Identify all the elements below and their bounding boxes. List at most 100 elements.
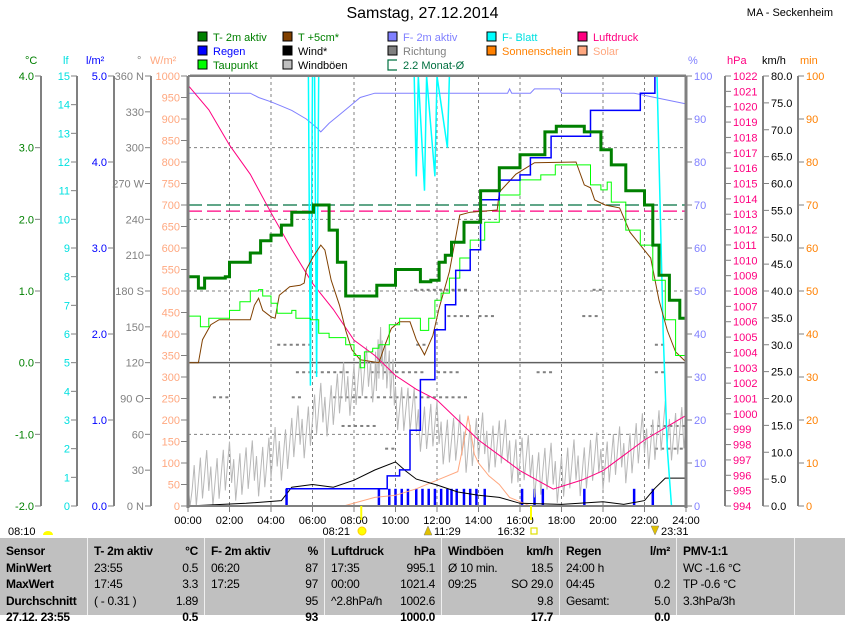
direction-dot — [291, 396, 295, 399]
direction-dot — [420, 371, 424, 374]
axis-tick-label: 55.0 — [771, 205, 792, 217]
axis-tick-label: 1.0 — [92, 415, 107, 427]
direction-dot — [679, 447, 683, 450]
row-label: MaxWert — [6, 577, 54, 591]
axis-tick-label: 995 — [733, 486, 751, 498]
axis-tick-label: 1018 — [733, 132, 757, 144]
station-location: MA - Seckenheim — [746, 7, 833, 19]
direction-dot — [459, 315, 463, 318]
axis-tick-label: 60 — [132, 429, 144, 441]
axis-tick-label: 1 — [64, 472, 70, 484]
axis-tick-label: 50.0 — [771, 232, 792, 244]
column-header: PMV-1:1 — [683, 544, 728, 558]
axis-tick-label: 1019 — [733, 117, 757, 129]
axis-tick-label: 1016 — [733, 163, 757, 175]
legend-item: Richtung — [387, 45, 446, 58]
series-windb-en — [187, 326, 687, 507]
axis-tick-label: 5.0 — [771, 474, 786, 486]
table-column: Luftdruck hPa 17:35 995.1 00:00 1021.4 ^2.8hPa… — [325, 538, 442, 624]
cell-value: 0.5 — [182, 560, 198, 575]
column-header: Windböen — [448, 544, 504, 558]
table-row-label: Durchschnitt — [6, 593, 81, 610]
direction-dot — [407, 396, 411, 399]
axis-unit-pct: % — [688, 55, 698, 67]
cell-value: 0.0 — [654, 610, 670, 624]
table-cell-row: 17:35 995.1 — [331, 560, 435, 577]
axis-tick-label: 1011 — [733, 240, 757, 252]
axis-tick-label: 0 — [174, 501, 180, 513]
legend-item: Regen — [197, 45, 245, 58]
axis-tick-label: 25.0 — [771, 367, 792, 379]
axis-unit-solar: W/m² — [150, 55, 177, 67]
stats-table: Sensor MinWert MaxWert Durchschnitt 27.12. 2… — [0, 538, 845, 624]
column-unit: % — [307, 544, 319, 558]
table-cell-row: 3.3hPa/3h — [683, 593, 788, 610]
direction-dot — [457, 396, 461, 399]
table-column: Regen l/m² 24:00 h 04:45 0.2 Gesamt: 5.0 0.0 — [560, 538, 677, 624]
axis-tick-label: 8 — [64, 272, 70, 284]
sun-event-time: 08:21 — [322, 526, 350, 538]
x-tick-label: 20:00 — [589, 515, 617, 527]
table-column-labels: Sensor MinWert MaxWert Durchschnitt 27.12. 2… — [0, 538, 88, 624]
axis-unit-rain: l/m² — [86, 55, 105, 67]
axis-tick-label: 0.0 — [771, 501, 786, 513]
column-unit: hPa — [413, 544, 435, 558]
legend-label: Luftdruck — [593, 32, 639, 44]
legend-swatch — [282, 59, 293, 70]
legend-label: Taupunkt — [213, 60, 258, 72]
axis-tick-label: 75.0 — [771, 98, 792, 110]
direction-dot — [407, 371, 411, 374]
axis-tick-label: 0.0 — [19, 358, 34, 370]
axis-tick-label: 90 O — [120, 394, 144, 406]
cell-value: 9.8 — [537, 593, 553, 608]
axis-tick-label: 1020 — [733, 102, 757, 114]
table-row-label: MinWert — [6, 560, 81, 577]
axis-tick-label: 50 — [806, 286, 818, 298]
direction-dot — [463, 396, 467, 399]
axis-tick-label: 1.0 — [19, 286, 34, 298]
table-cell-row: 00:00 1021.4 — [331, 576, 435, 593]
axis-unit-c: °C — [25, 55, 37, 67]
axis-tick-label: 1002 — [733, 378, 757, 390]
axis-tick-label: 800 — [162, 157, 180, 169]
axis-tick-label: 1001 — [733, 394, 757, 406]
direction-dot — [455, 371, 459, 374]
direction-dot — [333, 371, 337, 374]
legend-item: F- 2m aktiv — [387, 31, 458, 44]
axis-tick-label: 3.0 — [92, 243, 107, 255]
cell-left: Gesamt: — [566, 593, 610, 608]
axis-tick-label: 600 — [162, 243, 180, 255]
direction-dot — [364, 396, 368, 399]
direction-dot — [289, 343, 293, 346]
table-header: Luftdruck hPa — [331, 543, 435, 560]
direction-dot — [661, 343, 665, 346]
axis-tick-label: 0.0 — [92, 501, 107, 513]
direction-dot — [426, 396, 430, 399]
axis-tick-label: 4 — [64, 386, 70, 398]
cell-value: 95 — [305, 593, 318, 608]
series-solar — [188, 415, 686, 507]
legend-label: T- 2m aktiv — [213, 32, 267, 44]
legend-swatch — [486, 45, 497, 56]
legend-swatch — [197, 45, 208, 56]
axis-tick-label: 1012 — [733, 225, 757, 237]
direction-dot — [673, 447, 677, 450]
direction-dot — [654, 343, 658, 346]
x-tick-label: 00:00 — [174, 515, 202, 527]
table-cell-row: 9.8 — [448, 593, 553, 610]
x-tick-label: 06:00 — [299, 515, 327, 527]
direction-dot — [383, 371, 387, 374]
table-cell-row: WC -1.6 °C — [683, 560, 788, 577]
axis-tick-label: 1008 — [733, 286, 757, 298]
legend-item: Taupunkt — [197, 59, 258, 72]
axis-tick-label: 300 — [162, 372, 180, 384]
table-header: F- 2m aktiv% — [211, 543, 318, 560]
direction-dot — [582, 315, 586, 318]
cell-left: 23:55 — [94, 560, 123, 575]
direction-dot — [445, 396, 449, 399]
direction-dot — [478, 315, 482, 318]
column-header: Luftdruck — [331, 544, 384, 558]
direction-dot — [654, 371, 658, 374]
table-header: Regen l/m² — [566, 543, 670, 560]
table-cell-row: 93 — [211, 609, 318, 626]
